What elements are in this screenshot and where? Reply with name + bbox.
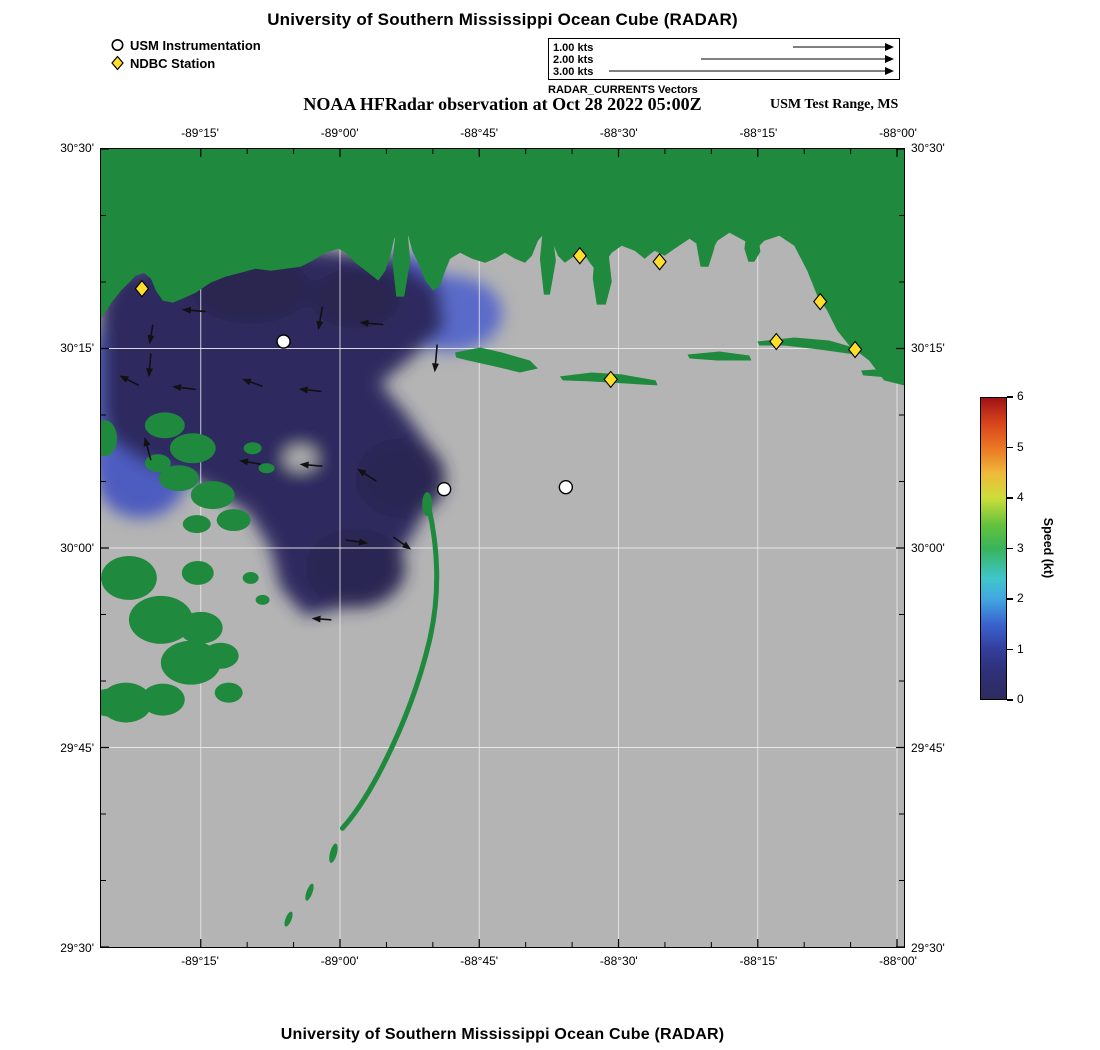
colorbar-tick [1007,396,1013,398]
current-vector [143,437,152,461]
colorbar-tick [1007,699,1013,701]
colorbar-tick-label: 3 [1017,540,1024,555]
page-title: University of Southern Mississippi Ocean… [267,10,738,29]
usm-station-marker [436,481,452,497]
vector-scale-arrowhead [885,43,894,51]
page-title-bottom: University of Southern Mississippi Ocean… [280,1026,725,1043]
axis-tick-label-right: 30°00' [911,541,945,555]
ndbc-station-marker [813,292,828,311]
colorbar-tick-label: 5 [1017,439,1024,454]
vector-scale-label: 1.00 kts [553,42,593,54]
current-vector [181,306,206,314]
colorbar-tick-label: 0 [1017,692,1024,706]
map-canvas [101,149,904,947]
axis-tick-label-left: 30°15' [60,341,94,355]
current-vector [432,344,439,373]
axis-tick-label-top: -88°15' [739,126,778,140]
vector-scale-box: 1.00 kts 2.00 kts 3.00 kts [548,38,900,80]
colorbar-tick [1007,648,1013,651]
vector-scale-caption: RADAR_CURRENTS Vectors [548,84,698,96]
vector-scale-label: 2.00 kts [553,54,593,66]
colorbar-tick-label: 6 [1017,389,1024,403]
axis-tick-label-top: -89°00' [320,126,359,140]
colorbar-tick [1007,446,1013,449]
axis-tick-label-left: 30°00' [60,541,94,555]
axis-tick-label-left: 30°30' [60,141,94,155]
current-vector [359,319,384,327]
axis-tick-label-left: 29°45' [60,741,94,755]
axis-tick-label-right: 30°30' [911,141,945,155]
legend-usm-label: USM Instrumentation [130,37,261,53]
current-vector [316,306,324,331]
colorbar [980,397,1007,700]
map-frame [100,148,905,948]
colorbar-tick [1007,497,1013,499]
colorbar-gradient [981,398,1006,699]
stations-layer [134,246,863,497]
current-vector [172,384,196,392]
ndbc-station-marker [603,370,618,389]
colorbar-tick [1007,547,1013,550]
ndbc-station-marker [769,332,784,351]
current-vector [298,386,322,394]
current-vector [311,615,332,623]
legend-usm-row: USM Instrumentation [110,36,261,54]
vector-scale-arrowhead [885,67,894,75]
current-vector [146,353,154,378]
usm-station-marker [276,334,291,349]
colorbar-tick-label: 4 [1017,490,1024,504]
vector-scale-label: 3.00 kts [553,66,593,78]
current-vectors-layer [119,306,439,623]
colorbar-label: Speed (kt) [1041,517,1055,579]
axis-tick-label-bottom: -88°00' [879,954,917,968]
axis-tick-label-bottom: -88°45' [460,954,499,968]
colorbar-tick-label: 2 [1017,591,1024,605]
ndbc-station-marker [847,340,863,359]
axis-tick-label-bottom: -88°30' [599,954,638,968]
frame-ticks [101,149,904,947]
current-vector [147,324,155,345]
axis-tick-label-top: -88°45' [460,126,499,140]
axis-tick-label-top: -88°30' [599,126,638,140]
land-layer [101,149,904,927]
usm-station-marker [558,479,574,495]
axis-tick-label-right: 29°45' [911,741,945,755]
usm-instrumentation-icon [111,39,124,51]
colorbar-tick-label: 1 [1017,641,1024,656]
current-vector [299,461,323,469]
axis-tick-label-left: 29°30' [60,941,94,955]
current-vector [357,468,377,482]
axis-tick-label-top: -89°15' [181,126,219,140]
current-vector [241,378,263,388]
colorbar-tick [1007,598,1013,600]
ndbc-station-marker [652,252,667,271]
current-vector [119,375,140,387]
axis-tick-label-right: 29°30' [911,941,945,955]
ndbc-station-marker [572,246,587,265]
axis-tick-label-bottom: -89°15' [181,954,219,968]
ndbc-station-icon [111,55,124,71]
axis-tick-label-bottom: -88°15' [739,954,778,968]
vector-scale-arrowhead [885,55,894,63]
test-range-label: USM Test Range, MS [770,97,899,112]
legend-ndbc-label: NDBC Station [130,55,216,71]
legend-ndbc-row: NDBC Station [110,54,261,72]
ndbc-station-marker [134,279,150,298]
plot-subtitle: NOAA HFRadar observation at Oct 28 2022 … [303,94,702,114]
axis-tick-label-right: 30°15' [911,341,945,355]
current-vector [345,538,369,546]
marker-legend: USM Instrumentation NDBC Station [110,36,261,72]
axis-tick-label-top: -88°00' [879,126,917,140]
current-vector [392,536,412,550]
axis-tick-label-bottom: -89°00' [320,954,359,968]
current-vector [238,458,261,466]
